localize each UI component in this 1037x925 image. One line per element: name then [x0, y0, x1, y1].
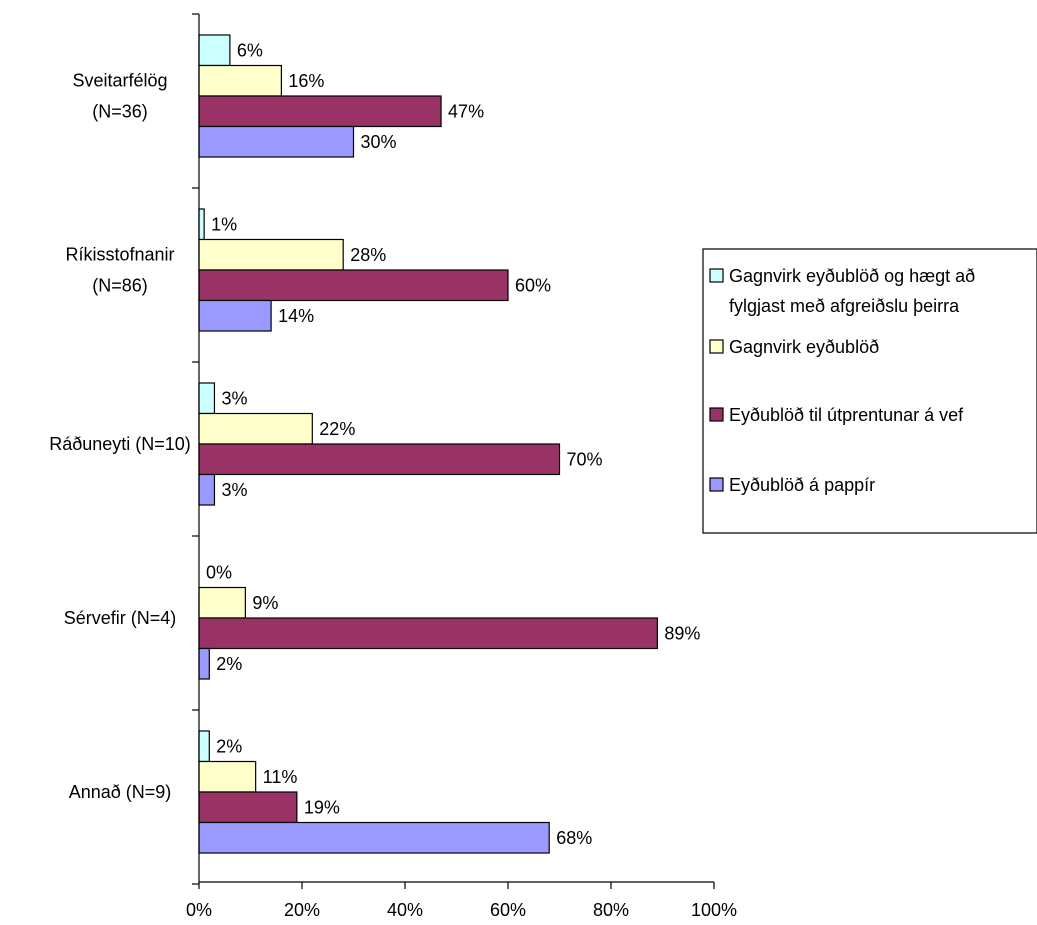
- legend-label: Gagnvirk eyðublöð: [729, 337, 879, 357]
- category-label: Sveitarfélög (N=36): [72, 71, 167, 122]
- bar-servefir-n-4-series-2: [198, 586, 246, 619]
- bar-ra-uneyti-n-10-series-2: [198, 412, 313, 445]
- axes-layer: 0% 20% 40% 60% 80% 100% Sveitarfélög (N=36) Ríki…: [49, 13, 737, 920]
- bar-ra-uneyti-n-10-series-4: [198, 473, 216, 506]
- bar-anna-n-9-series-2: [198, 760, 257, 793]
- category-label: Ráðuneyti (N=10): [49, 434, 191, 454]
- category-label: Annað (N=9): [69, 782, 172, 802]
- data-labels-layer: 6% 16% 47% 30% 1% 28% 60% 14% 3% 22% 70% 3% 0% 9% 89% 2…: [206, 40, 700, 848]
- bar-rikisstofnanir-n-86-series-1: [198, 208, 205, 241]
- x-tick-label: 100%: [691, 900, 737, 920]
- data-label: 28%: [350, 245, 386, 265]
- data-label: 9%: [252, 593, 278, 613]
- bar-ra-uneyti-n-10-series-3: [198, 443, 561, 476]
- data-label: 1%: [211, 214, 237, 234]
- bar-servefir-n-4-series-4: [198, 647, 210, 680]
- legend-label: Gagnvirk eyðublöð og hægt að fylgjast með…: [729, 266, 975, 316]
- x-tick-label: 40%: [387, 900, 423, 920]
- data-label: 3%: [221, 480, 247, 500]
- x-tick-label: 0%: [186, 900, 212, 920]
- data-label: 2%: [216, 654, 242, 674]
- data-label: 68%: [556, 828, 592, 848]
- bar-sveitarfelog-n-36-series-3: [198, 95, 442, 128]
- data-label: 89%: [664, 623, 700, 643]
- bar-rikisstofnanir-n-86-series-2: [198, 238, 344, 271]
- data-label: 11%: [263, 767, 298, 787]
- data-label: 47%: [448, 101, 484, 121]
- legend-label: Eyðublöð til útprentunar á vef: [729, 405, 964, 425]
- bar-ra-uneyti-n-10-series-1: [198, 382, 216, 415]
- bar-sveitarfelog-n-36-series-4: [198, 125, 355, 158]
- bar-sveitarfelog-n-36-series-1: [198, 34, 231, 67]
- data-label: 14%: [278, 306, 314, 326]
- bars-layer: [198, 34, 658, 854]
- data-label: 2%: [216, 736, 242, 756]
- x-tick-label: 80%: [593, 900, 629, 920]
- data-label: 22%: [319, 419, 355, 439]
- bar-sveitarfelog-n-36-series-2: [198, 64, 283, 97]
- legend-swatch: [709, 339, 724, 354]
- data-label: 6%: [237, 40, 263, 60]
- legend-label: Eyðublöð á pappír: [729, 475, 875, 495]
- bar-anna-n-9-series-3: [198, 791, 298, 824]
- category-label: Sérvefir (N=4): [64, 608, 177, 628]
- data-label: 60%: [515, 275, 551, 295]
- legend: Gagnvirk eyðublöð og hægt að fylgjast með…: [702, 248, 1037, 534]
- bar-anna-n-9-series-4: [198, 821, 550, 854]
- legend-swatch: [709, 477, 724, 492]
- data-label: 16%: [288, 71, 324, 91]
- data-label: 0%: [206, 562, 232, 582]
- bar-rikisstofnanir-n-86-series-3: [198, 269, 509, 302]
- x-tick-label: 60%: [490, 900, 526, 920]
- category-label: Ríkisstofnanir (N=86): [65, 245, 174, 296]
- data-label: 3%: [221, 388, 247, 408]
- bar-rikisstofnanir-n-86-series-4: [198, 299, 272, 332]
- legend-swatch: [709, 407, 724, 422]
- data-label: 70%: [567, 449, 603, 469]
- bar-servefir-n-4-series-3: [198, 617, 658, 650]
- bar-anna-n-9-series-1: [198, 730, 210, 763]
- legend-swatch: [709, 268, 724, 283]
- data-label: 30%: [361, 132, 397, 152]
- x-tick-label: 20%: [284, 900, 320, 920]
- legend-box: [702, 248, 1037, 534]
- data-label: 19%: [304, 797, 340, 817]
